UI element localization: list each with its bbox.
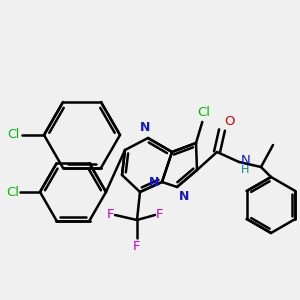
Text: Cl: Cl: [6, 185, 19, 199]
Text: F: F: [106, 208, 114, 221]
Text: O: O: [224, 115, 235, 128]
Text: N: N: [179, 190, 189, 203]
Text: Cl: Cl: [197, 106, 210, 119]
Text: Cl: Cl: [8, 128, 20, 142]
Text: N: N: [241, 154, 251, 166]
Text: N: N: [148, 176, 159, 190]
Text: F: F: [133, 240, 141, 253]
Text: H: H: [241, 165, 249, 175]
Text: F: F: [156, 208, 164, 221]
Text: N: N: [140, 121, 150, 134]
